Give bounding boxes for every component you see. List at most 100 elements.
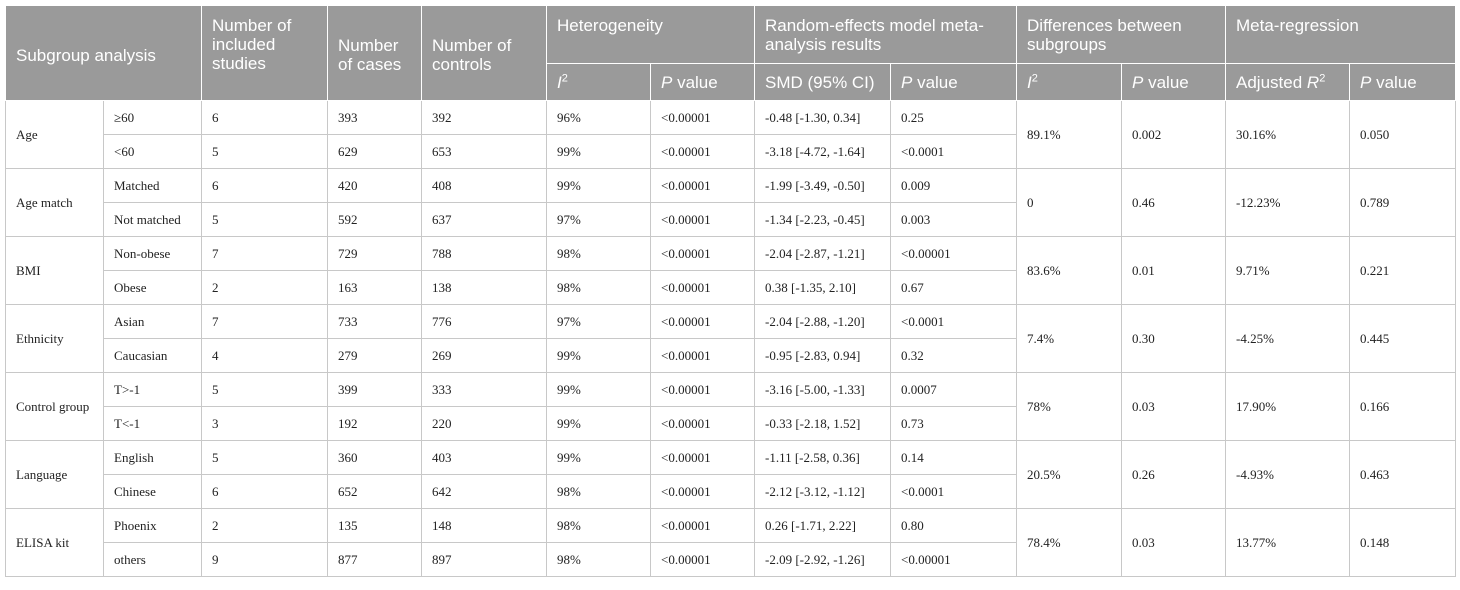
p-suffix: value <box>1143 72 1189 92</box>
header-smd: SMD (95% CI) <box>754 63 891 101</box>
adjusted-r2-cell: 13.77% <box>1225 508 1351 577</box>
controls-cell: 138 <box>421 270 547 305</box>
heterogeneity-p-cell: <0.00001 <box>650 338 755 373</box>
table-row: Caucasian 4 279 269 99% <0.00001 -0.95 [… <box>6 338 1456 373</box>
subgroup-label: Non-obese <box>103 236 202 271</box>
smd-cell: -0.48 [-1.30, 0.34] <box>754 100 891 135</box>
smd-p-cell: <0.00001 <box>889 542 1018 577</box>
diff-i2-cell: 20.5% <box>1016 440 1123 509</box>
smd-cell: -3.16 [-5.00, -1.33] <box>754 372 891 407</box>
table-row: others 9 877 897 98% <0.00001 -2.09 [-2.… <box>6 542 1456 577</box>
subgroup-label: Matched <box>103 168 202 203</box>
reg-p-cell: 0.166 <box>1349 372 1457 441</box>
cases-cell: 192 <box>327 406 422 441</box>
subgroup-label: Asian <box>103 304 202 339</box>
heterogeneity-i2-cell: 97% <box>546 304 651 339</box>
header-re-p: P value <box>889 63 1018 101</box>
heterogeneity-i2-cell: 96% <box>546 100 651 135</box>
heterogeneity-p-cell: <0.00001 <box>650 440 755 475</box>
studies-cell: 5 <box>201 372 328 407</box>
heterogeneity-i2-cell: 98% <box>546 542 651 577</box>
heterogeneity-i2-cell: 97% <box>546 202 651 237</box>
smd-p-cell: <0.0001 <box>889 304 1018 339</box>
subgroup-label: Caucasian <box>103 338 202 373</box>
controls-cell: 653 <box>421 134 547 169</box>
heterogeneity-p-cell: <0.00001 <box>650 100 755 135</box>
reg-p-cell: 0.463 <box>1349 440 1457 509</box>
group-name: Ethnicity <box>5 304 104 373</box>
adjusted-r2-cell: -12.23% <box>1225 168 1351 237</box>
controls-cell: 642 <box>421 474 547 509</box>
cases-cell: 629 <box>327 134 422 169</box>
table-row: Language English 5 360 403 99% <0.00001 … <box>5 440 1457 509</box>
heterogeneity-i2-cell: 98% <box>546 270 651 305</box>
header-reg-p: P value <box>1349 63 1457 101</box>
group-name: Age match <box>5 168 104 237</box>
table-row: Not matched 5 592 637 97% <0.00001 -1.34… <box>6 202 1456 237</box>
smd-cell: -0.33 [-2.18, 1.52] <box>754 406 891 441</box>
p-suffix: value <box>912 72 958 92</box>
smd-p-cell: 0.67 <box>889 270 1018 305</box>
controls-cell: 788 <box>421 236 547 271</box>
cases-cell: 420 <box>327 168 422 203</box>
i2-symbol: I <box>557 72 562 92</box>
heterogeneity-i2-cell: 99% <box>546 168 651 203</box>
p-symbol: P <box>901 72 913 92</box>
reg-p-cell: 0.445 <box>1349 304 1457 373</box>
cases-cell: 733 <box>327 304 422 339</box>
diff-p-cell: 0.30 <box>1121 304 1227 373</box>
subgroup-label: others <box>103 542 202 577</box>
diff-p-cell: 0.46 <box>1121 168 1227 237</box>
diff-p-cell: 0.002 <box>1121 100 1227 169</box>
cases-cell: 360 <box>327 440 422 475</box>
i2-superscript: 2 <box>1031 71 1038 84</box>
controls-cell: 333 <box>421 372 547 407</box>
heterogeneity-p-cell: <0.00001 <box>650 372 755 407</box>
header-random-effects: Random-effects model meta-analysis resul… <box>753 5 1018 64</box>
controls-cell: 403 <box>421 440 547 475</box>
diff-i2-cell: 83.6% <box>1016 236 1123 305</box>
header-heterogeneity-p: P value <box>650 63 755 101</box>
subgroup-label: ≥60 <box>103 100 202 135</box>
smd-cell: -2.12 [-3.12, -1.12] <box>754 474 891 509</box>
cases-cell: 135 <box>327 508 422 543</box>
cases-cell: 877 <box>327 542 422 577</box>
smd-p-cell: 0.73 <box>889 406 1018 441</box>
smd-p-cell: <0.0001 <box>889 474 1018 509</box>
smd-cell: -3.18 [-4.72, -1.64] <box>754 134 891 169</box>
studies-cell: 6 <box>201 100 328 135</box>
studies-cell: 6 <box>201 168 328 203</box>
group-name: Language <box>5 440 104 509</box>
header-adjusted-r2: Adjusted R2 <box>1225 63 1351 101</box>
controls-cell: 637 <box>421 202 547 237</box>
cases-cell: 163 <box>327 270 422 305</box>
heterogeneity-i2-cell: 99% <box>546 406 651 441</box>
heterogeneity-p-cell: <0.00001 <box>650 168 755 203</box>
reg-p-cell: 0.789 <box>1349 168 1457 237</box>
table-row: Ethnicity Asian 7 733 776 97% <0.00001 -… <box>5 304 1457 373</box>
heterogeneity-i2-cell: 98% <box>546 236 651 271</box>
table-row: Control group T>-1 5 399 333 99% <0.0000… <box>5 372 1457 441</box>
cases-cell: 399 <box>327 372 422 407</box>
table-row: Obese 2 163 138 98% <0.00001 0.38 [-1.35… <box>6 270 1456 305</box>
table-row: <60 5 629 653 99% <0.00001 -3.18 [-4.72,… <box>6 134 1456 169</box>
heterogeneity-i2-cell: 99% <box>546 372 651 407</box>
controls-cell: 220 <box>421 406 547 441</box>
studies-cell: 9 <box>201 542 328 577</box>
group-name: Age <box>5 100 104 169</box>
smd-p-cell: 0.25 <box>889 100 1018 135</box>
heterogeneity-i2-cell: 98% <box>546 474 651 509</box>
i2-superscript: 2 <box>561 71 568 84</box>
diff-i2-cell: 0 <box>1016 168 1123 237</box>
controls-cell: 408 <box>421 168 547 203</box>
i2-symbol: I <box>1027 72 1032 92</box>
heterogeneity-i2-cell: 99% <box>546 134 651 169</box>
smd-p-cell: <0.0001 <box>889 134 1018 169</box>
header-num-studies: Number of included studies <box>201 5 328 101</box>
cases-cell: 393 <box>327 100 422 135</box>
subgroup-label: Obese <box>103 270 202 305</box>
smd-p-cell: 0.80 <box>889 508 1018 543</box>
header-differences: Differences between subgroups <box>1016 5 1227 64</box>
cases-cell: 729 <box>327 236 422 271</box>
cases-cell: 279 <box>327 338 422 373</box>
